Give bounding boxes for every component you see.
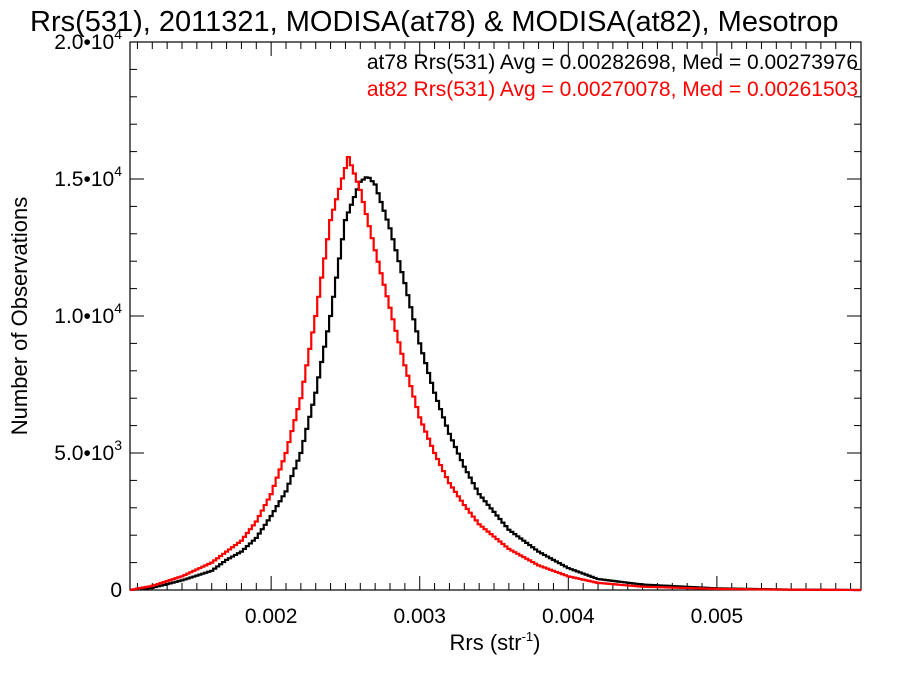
y-tick-label-mantissa: 2.0•10 (54, 31, 114, 54)
series-layer (130, 155, 861, 592)
y-tick-label-mantissa: 5.0•10 (54, 442, 114, 465)
legend-entry-at78: at78 Rrs(531) Avg = 0.00282698, Med = 0.… (367, 51, 858, 74)
y-tick-label-exponent: 3 (114, 437, 122, 453)
y-axis-label: Number of Observations (7, 197, 32, 435)
y-tick-label: 5.0•103 (54, 437, 122, 465)
chart-title: Rrs(531), 2011321, MODISA(at78) & MODISA… (30, 6, 839, 38)
x-tick-label: 0.002 (245, 605, 298, 628)
y-tick-label: 1.5•104 (54, 163, 122, 191)
y-tick-label-exponent: 4 (114, 300, 122, 316)
plot-frame (129, 41, 862, 591)
x-axis-label-text: Rrs (str (450, 630, 522, 655)
series-at82-line (130, 155, 861, 592)
y-tick-label-mantissa: 0 (110, 579, 122, 602)
x-axis-label-close: ) (533, 630, 540, 655)
y-tick-label-mantissa: 1.5•10 (54, 168, 114, 191)
x-axis-label: Rrs (str-1) (450, 629, 541, 655)
y-tick-label-exponent: 4 (114, 26, 122, 42)
x-tick-labels: 0.002 0.003 0.004 0.005 (245, 605, 743, 628)
series-at78-line (130, 176, 861, 592)
y-tick-label: 0 (110, 579, 122, 602)
x-tick-label: 0.003 (393, 605, 446, 628)
axis-ticks (130, 41, 861, 591)
x-tick-label: 0.004 (542, 605, 595, 628)
y-tick-label-exponent: 4 (114, 163, 122, 179)
x-tick-label: 0.005 (691, 605, 744, 628)
legend-entry-at82: at82 Rrs(531) Avg = 0.00270078, Med = 0.… (367, 78, 858, 101)
x-axis-label-exponent: -1 (522, 629, 534, 644)
y-tick-label: 1.0•104 (54, 300, 122, 328)
y-tick-label-mantissa: 1.0•10 (54, 305, 114, 328)
y-tick-label: 2.0•104 (54, 26, 122, 54)
